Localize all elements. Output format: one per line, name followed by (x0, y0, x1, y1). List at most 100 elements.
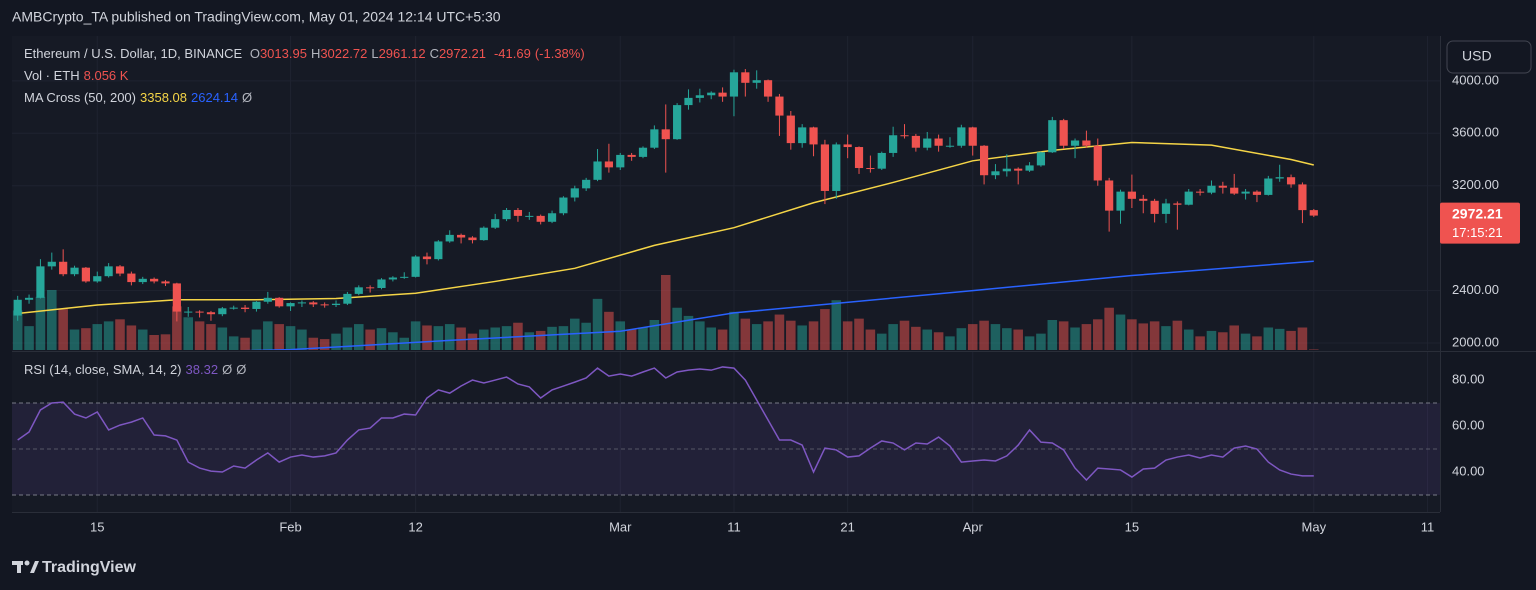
candle-body (513, 209, 523, 216)
brand: TradingView (42, 559, 137, 576)
volume-bar (24, 326, 34, 350)
x-tick-label: Mar (609, 519, 632, 534)
volume-bar (581, 322, 591, 350)
change: -41.69 (493, 46, 531, 61)
volume-bar (524, 332, 535, 350)
y-tick-label: 80.00 (1452, 371, 1485, 386)
candle-body (331, 303, 341, 306)
y-tick-label: 3200.00 (1452, 177, 1499, 192)
candle-body (957, 127, 966, 146)
candle-body (911, 135, 920, 148)
candle-body (684, 97, 693, 106)
volume-bar (911, 326, 921, 350)
volume-bar (353, 324, 364, 350)
volume-bar (774, 314, 785, 350)
currency-button[interactable] (1446, 40, 1532, 74)
ohlc-value: 3022.72 (320, 46, 368, 61)
candle-body (138, 278, 147, 283)
volume-bar (763, 321, 773, 350)
candle-body (604, 161, 613, 168)
volume-bar (1058, 321, 1069, 350)
volume-name: Vol · ETH (24, 68, 80, 83)
volume-bar (842, 321, 853, 350)
ma-lines (17, 141, 1314, 350)
candle-body (877, 152, 886, 169)
candle-body (616, 154, 625, 168)
volume-bar (1297, 327, 1308, 350)
ma-line (17, 141, 1314, 315)
volume-bar (251, 329, 262, 350)
y-tick-label: 3600.00 (1452, 125, 1499, 140)
ohlc-value: 2961.12 (378, 46, 426, 61)
chart-area (12, 36, 1440, 512)
volume-bar (808, 321, 819, 350)
candle-body (1036, 152, 1046, 166)
volume-bar (149, 335, 159, 350)
volume-bar (786, 320, 796, 350)
candle-body (1150, 200, 1159, 214)
candle-body (1230, 187, 1239, 194)
candle-body (13, 299, 22, 316)
volume-bar (331, 333, 341, 350)
candle-body (661, 129, 670, 140)
ma-value: 3358.08 (140, 90, 187, 105)
candle-body (252, 301, 261, 309)
candle-body (1127, 191, 1136, 199)
volume-bar (706, 327, 716, 350)
price-tag-value: 2972.21 (1452, 205, 1503, 221)
volume-bar (399, 337, 410, 350)
volume-bar (695, 321, 705, 350)
ohlc-value: 3013.95 (259, 46, 307, 61)
volume-bar (365, 329, 375, 350)
candle-body (536, 215, 545, 222)
candle-body (150, 278, 159, 282)
candle-body (366, 287, 375, 289)
candle-body (775, 96, 784, 116)
rsi-name: RSI (14, close, SMA, 14, 2) (24, 362, 182, 377)
volume-bar (592, 298, 603, 350)
volume-bar (967, 324, 978, 350)
rsi-icon[interactable]: Ø (236, 362, 247, 377)
candle-body (206, 312, 216, 315)
logo (12, 560, 39, 573)
volume-bar (228, 336, 239, 350)
candle-body (422, 256, 432, 260)
volume-bar (194, 321, 205, 350)
candle-body (309, 302, 318, 305)
candle-body (263, 297, 272, 302)
volume-bar (1070, 327, 1080, 350)
change-pct: (-1.38%) (534, 46, 585, 61)
volume-bar (740, 318, 751, 350)
candle-body (434, 241, 443, 260)
ohlc-letter: H (310, 46, 321, 61)
volume-bar (626, 329, 637, 350)
currency[interactable]: USD (1462, 48, 1492, 64)
candle-body (1252, 191, 1262, 195)
rsi-value: 38.32 (185, 362, 219, 377)
candle-body (559, 197, 568, 214)
candle-body (854, 147, 864, 169)
rsi-legend: RSI (14, close, SMA, 14, 2) 38.32 Ø Ø (24, 359, 250, 381)
volume-bar (751, 324, 762, 350)
volume-bar (1195, 336, 1205, 350)
candle-body (1105, 180, 1114, 211)
candle-body (36, 266, 45, 298)
ohlc-letter: C (429, 46, 439, 61)
volume-bar (1093, 319, 1103, 350)
countdown: 17:15:21 (1452, 225, 1503, 240)
candle-body (1241, 191, 1250, 194)
ma-value: 2624.14 (191, 90, 238, 105)
candle-body (547, 213, 557, 222)
volume-bar (342, 327, 353, 350)
candle-body (388, 277, 397, 280)
candle-body (786, 115, 795, 144)
volume-bar (831, 300, 842, 350)
candle-body (127, 273, 136, 283)
volume-bar (35, 296, 46, 350)
volume-bar (1104, 307, 1114, 350)
ma-icon[interactable]: Ø (242, 90, 253, 105)
candle-body (115, 266, 125, 274)
publisher: AMBCrypto_TA published on TradingView.co… (12, 9, 501, 25)
rsi-icon[interactable]: Ø (222, 362, 233, 377)
volume-bar (1172, 320, 1183, 350)
